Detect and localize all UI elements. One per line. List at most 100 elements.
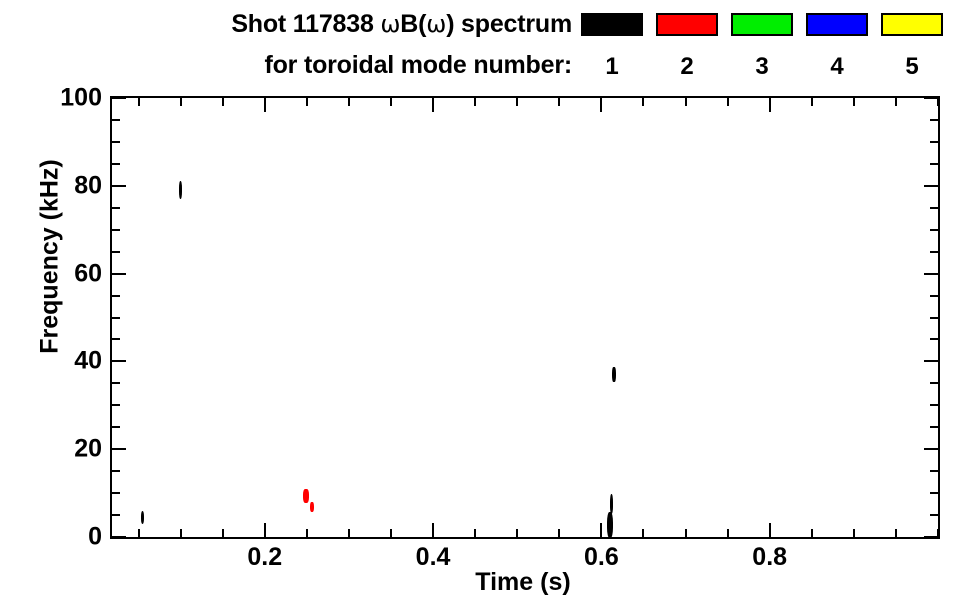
data-mark-mode-1 <box>606 511 613 537</box>
x-axis-tick <box>305 529 308 537</box>
x-axis-tick-top <box>137 98 140 106</box>
y-axis-tick-right <box>930 140 938 143</box>
y-axis-tick-right <box>930 382 938 385</box>
y-axis-tick-right <box>930 316 938 319</box>
x-axis-tick-top <box>432 98 435 112</box>
title-mid: B( <box>400 10 427 38</box>
y-axis-tick-right <box>930 338 938 341</box>
data-mark-mode-1 <box>612 366 616 383</box>
x-axis-tick-top <box>389 98 392 106</box>
y-axis-tick-right <box>930 514 938 517</box>
x-axis-tick <box>726 529 729 537</box>
y-tick-label: 20 <box>74 434 102 463</box>
legend-swatch-5 <box>881 13 943 36</box>
x-axis-tick <box>347 529 350 537</box>
x-axis-tick <box>642 529 645 537</box>
y-axis-tick <box>112 360 126 363</box>
x-axis-tick-top <box>221 98 224 106</box>
y-axis-label: Frequency (kHz) <box>35 159 64 354</box>
y-axis-tick-right <box>930 470 938 473</box>
legend-swatch-3 <box>731 13 793 36</box>
data-mark-mode-2 <box>310 501 314 513</box>
y-axis-tick-right <box>930 404 938 407</box>
x-axis-tick <box>684 529 687 537</box>
x-axis-tick-top <box>347 98 350 106</box>
y-axis-tick <box>112 448 126 451</box>
plot-frame: 0 20 40 60 80 100 0.2 0.4 0.6 0.8 <box>60 85 940 570</box>
x-axis-tick-top <box>600 98 603 112</box>
x-axis-tick-top <box>179 98 182 106</box>
legend-label-3: 3 <box>755 53 769 80</box>
x-axis-tick <box>937 529 939 537</box>
y-axis-tick-right <box>924 97 938 99</box>
legend-entry-4[interactable]: 4 <box>806 13 871 88</box>
title-suffix: ) spectrum <box>446 10 572 38</box>
x-axis-tick <box>263 523 266 537</box>
y-axis-tick <box>112 118 120 121</box>
omega-symbol-1: ω <box>380 10 401 38</box>
x-axis-tick-top <box>768 98 771 112</box>
legend-label-4: 4 <box>830 53 844 80</box>
legend-entry-2[interactable]: 2 <box>656 13 721 88</box>
x-axis-tick <box>558 529 561 537</box>
title-prefix: Shot 117838 <box>231 10 381 38</box>
plot-data-area <box>112 98 938 537</box>
x-axis-tick-top <box>894 98 897 106</box>
y-axis-tick-right <box>930 118 938 121</box>
x-axis-tick <box>516 529 519 537</box>
plot-title-line-1: Shot 117838 ωB(ω) spectrum <box>112 12 572 37</box>
y-axis-tick-right <box>930 426 938 429</box>
y-axis-tick-right <box>930 162 938 165</box>
x-axis-tick <box>600 523 603 537</box>
x-axis-label: Time (s) <box>475 568 571 596</box>
y-axis-tick <box>112 228 120 231</box>
data-mark-mode-1 <box>609 494 614 514</box>
legend: 1 2 3 4 5 <box>581 13 956 88</box>
y-axis-tick-right <box>930 294 938 297</box>
y-tick-label: 40 <box>74 346 102 375</box>
legend-entry-5[interactable]: 5 <box>881 13 946 88</box>
y-axis-tick <box>112 536 126 538</box>
x-axis-tick-top <box>263 98 266 112</box>
x-axis-tick-top <box>516 98 519 106</box>
y-axis-tick-right <box>930 492 938 495</box>
x-axis-tick-top <box>852 98 855 106</box>
y-axis-tick <box>112 404 120 407</box>
legend-label-5: 5 <box>905 53 919 80</box>
data-mark-mode-1 <box>141 510 145 524</box>
legend-label-1: 1 <box>605 53 619 80</box>
legend-swatch-2 <box>656 13 718 36</box>
omega-symbol-2: ω <box>426 10 447 38</box>
x-axis-tick <box>137 529 140 537</box>
y-tick-label: 60 <box>74 259 102 288</box>
y-axis-tick <box>112 316 120 319</box>
x-axis-tick <box>474 529 477 537</box>
y-axis-tick <box>112 97 126 99</box>
y-axis-tick-right <box>930 228 938 231</box>
y-axis-tick-right <box>924 536 938 538</box>
x-axis-tick <box>179 529 182 537</box>
x-axis-tick <box>221 529 224 537</box>
y-tick-label: 0 <box>88 522 102 551</box>
y-axis-tick <box>112 470 120 473</box>
x-axis-tick <box>768 523 771 537</box>
y-axis-tick <box>112 338 120 341</box>
x-tick-label: 0.8 <box>752 543 788 571</box>
x-tick-label: 0.4 <box>415 543 451 571</box>
data-mark-mode-1 <box>178 181 183 199</box>
legend-swatch-4 <box>806 13 868 36</box>
legend-entry-3[interactable]: 3 <box>731 13 796 88</box>
y-axis-tick <box>112 250 120 253</box>
y-axis-tick-right <box>924 448 938 451</box>
y-axis-tick-right <box>924 272 938 275</box>
x-tick-label: 0.6 <box>583 543 619 571</box>
x-axis-tick <box>432 523 435 537</box>
x-axis-tick-top <box>937 98 939 106</box>
y-axis-tick-right <box>930 250 938 253</box>
y-axis-tick-right <box>924 360 938 363</box>
y-axis-tick-right <box>930 206 938 209</box>
y-axis-tick <box>112 514 120 517</box>
legend-entry-1[interactable]: 1 <box>581 13 646 88</box>
legend-swatch-1 <box>581 13 643 36</box>
y-axis-tick <box>112 382 120 385</box>
